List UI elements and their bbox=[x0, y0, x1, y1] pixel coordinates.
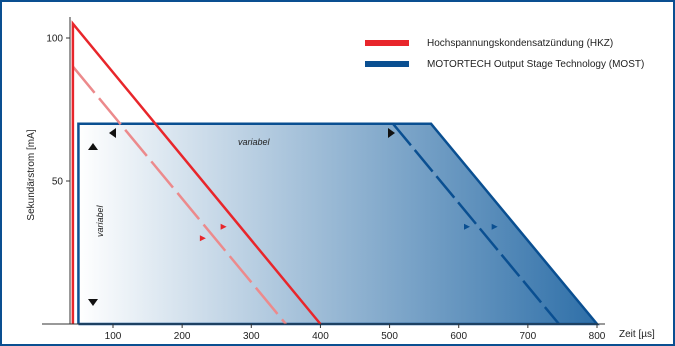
hkz-marker bbox=[220, 223, 227, 230]
series-hkz-dashed-line bbox=[71, 65, 287, 325]
x-tick-label: 200 bbox=[174, 331, 191, 342]
series-hkz-line bbox=[71, 20, 322, 325]
x-tick-label: 600 bbox=[450, 331, 467, 342]
arrow-down-icon bbox=[88, 299, 98, 306]
most-marker bbox=[491, 223, 498, 230]
annotation-variabel-left: variabel bbox=[95, 204, 105, 237]
legend-label-most: MOTORTECH Output Stage Technology (MOST) bbox=[427, 59, 644, 70]
series-most-area bbox=[78, 123, 597, 324]
x-tick-label: 800 bbox=[589, 331, 606, 342]
arrow-left-icon bbox=[109, 128, 116, 138]
annotation-variabel-top: variabel bbox=[238, 137, 271, 147]
legend: Hochspannungskondensatzündung (HKZ) MOTO… bbox=[365, 38, 644, 70]
x-tick-label: 100 bbox=[105, 331, 122, 342]
legend-swatch-most bbox=[365, 61, 409, 67]
legend-label-hkz: Hochspannungskondensatzündung (HKZ) bbox=[427, 38, 613, 49]
y-tick-label: 50 bbox=[52, 177, 64, 188]
arrow-up-icon bbox=[88, 143, 98, 150]
arrow-right-icon bbox=[388, 128, 395, 138]
y-tick-label: 100 bbox=[46, 34, 63, 45]
x-tick-label: 500 bbox=[381, 331, 398, 342]
series-most-dashed-line bbox=[392, 123, 560, 325]
hkz-dashed-marker bbox=[199, 235, 206, 242]
x-axis-title: Zeit [µs] bbox=[619, 329, 655, 340]
x-tick-label: 700 bbox=[520, 331, 537, 342]
x-tick-label: 400 bbox=[312, 331, 329, 342]
legend-swatch-hkz bbox=[365, 40, 409, 46]
most-dashed-marker bbox=[464, 223, 471, 230]
y-axis-title: Sekundärstrom [mA] bbox=[26, 129, 37, 220]
x-tick-label: 300 bbox=[243, 331, 260, 342]
